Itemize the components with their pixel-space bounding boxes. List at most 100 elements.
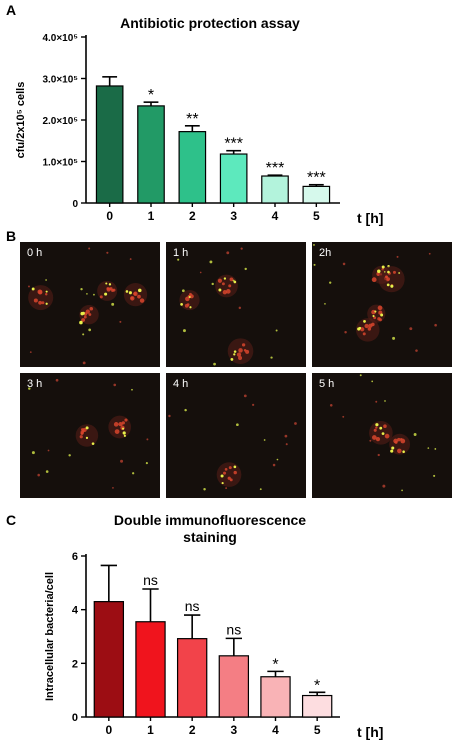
speckle — [252, 403, 255, 406]
x-tick-label: 2 — [189, 723, 196, 737]
red-stain — [222, 471, 227, 475]
speckle — [199, 271, 202, 274]
bacteria-dot — [363, 320, 366, 323]
red-stain — [229, 478, 233, 482]
bacteria-dot — [105, 282, 108, 285]
micrograph-label: 5 h — [319, 378, 335, 390]
significance-label: ns — [226, 621, 241, 637]
speckle — [111, 302, 115, 306]
speckle — [434, 448, 437, 450]
speckle — [428, 252, 431, 255]
bar-3 — [218, 655, 250, 718]
speckle — [132, 472, 135, 475]
bacteria-dot — [218, 288, 222, 292]
micrograph-4h: 4 h — [166, 373, 306, 498]
bacteria-dot — [82, 311, 85, 315]
red-stain — [189, 292, 192, 296]
speckle — [398, 272, 401, 274]
bacteria-dot — [387, 270, 390, 274]
red-stain — [81, 428, 84, 431]
micrograph-label: 1 h — [173, 247, 189, 259]
bar-2 — [178, 131, 207, 204]
micrograph-3h: 3 h — [20, 373, 160, 498]
speckle — [88, 328, 92, 332]
bacteria-dot — [45, 290, 48, 293]
speckle — [232, 279, 235, 282]
red-stain — [238, 348, 243, 353]
red-stain — [99, 295, 103, 299]
micrograph-label: 4 h — [173, 378, 189, 390]
y-tick-label: 0 — [72, 199, 78, 210]
bacteria-dot — [223, 277, 227, 280]
significance-label: * — [272, 656, 278, 673]
red-stain — [400, 438, 406, 444]
speckle — [259, 488, 262, 491]
red-stain — [111, 288, 115, 292]
red-stain — [139, 298, 145, 303]
x-axis-label: t [h] — [357, 210, 383, 226]
red-stain — [114, 429, 120, 434]
bacteria-dot — [138, 288, 142, 293]
speckle — [209, 260, 213, 264]
speckle — [313, 263, 316, 266]
red-stain — [233, 470, 237, 475]
red-stain — [362, 332, 366, 336]
x-tick-label: 0 — [106, 209, 113, 223]
bacteria-dot — [125, 290, 129, 293]
panel-letter-b: B — [6, 228, 17, 244]
speckle — [131, 388, 133, 391]
x-tick-label: 0 — [105, 723, 112, 737]
speckle — [120, 459, 124, 463]
x-tick-label: 2 — [189, 209, 196, 223]
speckle — [409, 327, 413, 331]
micrograph-grid: 0 h 1 h 2h 3 h 4 h 5 h — [20, 242, 452, 498]
red-stain — [221, 282, 225, 286]
speckle — [359, 374, 362, 377]
chart-antibiotic-protection: Antibiotic protection assay cfu/2x10⁵ cel… — [15, 15, 383, 226]
speckle — [106, 251, 109, 254]
cell-shape — [108, 415, 132, 439]
bacteria-dot — [381, 265, 385, 269]
red-stain — [385, 275, 388, 279]
red-stain — [241, 343, 246, 347]
red-stain — [368, 323, 373, 328]
cell-shape — [378, 266, 405, 293]
cell-shape — [216, 462, 242, 487]
red-stain — [79, 435, 83, 439]
speckle — [413, 433, 417, 436]
speckle — [211, 282, 214, 286]
cell-shape — [367, 304, 386, 323]
speckle — [427, 447, 430, 449]
red-stain — [373, 316, 377, 320]
speckle — [37, 473, 40, 477]
x-tick-label: 1 — [147, 723, 154, 737]
red-stain — [83, 315, 87, 319]
chart-title: Double immunofluorescence — [114, 512, 306, 528]
bacteria-dot — [85, 426, 89, 430]
speckle — [384, 400, 386, 402]
y-tick-label: 6 — [72, 551, 78, 563]
red-stain — [224, 467, 228, 471]
bacteria-dot — [189, 306, 192, 309]
bacteria-dot — [380, 313, 384, 317]
bacteria-dot — [122, 431, 126, 435]
speckle — [88, 247, 91, 250]
chart-title: Antibiotic protection assay — [120, 15, 300, 31]
bacteria-dot — [31, 287, 35, 291]
speckle — [119, 320, 122, 323]
speckle — [344, 331, 347, 334]
speckle — [434, 323, 437, 327]
red-stain — [80, 430, 85, 435]
bacteria-dot — [357, 327, 361, 331]
red-stain — [118, 421, 123, 427]
red-stain — [85, 309, 90, 314]
speckle — [145, 462, 148, 465]
y-tick-label: 1.0×10⁵ — [42, 158, 78, 169]
speckle — [182, 329, 186, 333]
bacteria-dot — [180, 303, 183, 306]
speckle — [238, 306, 242, 310]
red-stain — [245, 349, 250, 354]
speckle — [342, 415, 345, 418]
speckle — [146, 438, 149, 441]
